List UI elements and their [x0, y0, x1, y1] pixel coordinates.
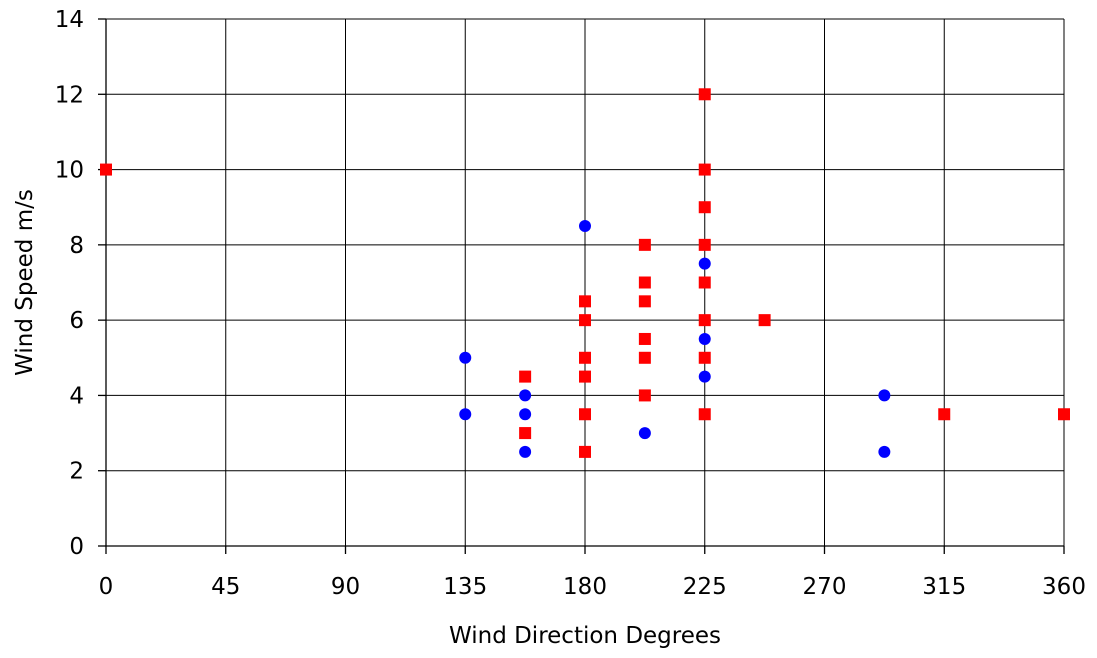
data-point-square [698, 88, 711, 101]
x-tick-label: 270 [803, 574, 847, 600]
data-point-square [638, 238, 651, 251]
y-tick-label: 2 [69, 459, 84, 485]
data-point-circle [698, 257, 711, 270]
x-tick-label: 315 [922, 574, 966, 600]
data-points [100, 88, 1070, 458]
y-axis-title: Wind Speed m/s [12, 189, 38, 376]
x-tick-label: 0 [99, 574, 114, 600]
data-point-circle [459, 408, 472, 421]
data-point-square [579, 295, 591, 308]
data-point-square [579, 408, 591, 421]
x-tick-label: 45 [211, 574, 240, 600]
x-tick-label: 90 [331, 574, 360, 600]
data-point-square [638, 332, 651, 345]
data-point-circle [519, 445, 532, 458]
data-point-square [698, 276, 711, 289]
x-tick-label: 135 [443, 574, 487, 600]
data-point-square [698, 408, 711, 421]
data-point-square [698, 201, 711, 214]
y-tick-label: 10 [55, 158, 84, 184]
tick-labels: 0 45 90 135 180 225 270 315 360 0 2 4 6 8 10 12 14 [55, 7, 1086, 600]
data-point-square [698, 163, 711, 176]
data-point-square [698, 314, 711, 327]
data-point-circle [878, 445, 891, 458]
grid-lines [105, 18, 1065, 547]
data-point-square [638, 276, 651, 289]
data-point-square [579, 314, 591, 327]
data-point-square [579, 351, 591, 364]
data-point-circle [638, 427, 651, 440]
data-point-square [638, 389, 651, 402]
data-point-circle [878, 389, 891, 402]
data-point-circle [698, 332, 711, 345]
x-axis-title: Wind Direction Degrees [449, 623, 721, 649]
x-tick-label: 180 [563, 574, 607, 600]
data-point-square [758, 314, 771, 327]
data-point-square [100, 163, 112, 176]
data-point-square [1058, 408, 1070, 421]
y-tick-label: 12 [55, 82, 84, 108]
data-point-square [579, 370, 591, 383]
data-point-circle [519, 408, 532, 421]
data-point-circle [698, 370, 711, 383]
x-tick-label: 360 [1042, 574, 1086, 600]
y-tick-label: 8 [69, 233, 84, 259]
data-point-square [938, 408, 951, 421]
data-point-circle [579, 220, 591, 233]
y-tick-label: 0 [69, 534, 84, 560]
y-tick-label: 14 [55, 7, 84, 33]
data-point-square [698, 238, 711, 251]
data-point-square [519, 427, 532, 440]
data-point-square [519, 370, 532, 383]
axes [98, 18, 1065, 554]
data-point-square [638, 295, 651, 308]
data-point-square [638, 351, 651, 364]
data-point-circle [459, 351, 472, 364]
y-tick-label: 6 [69, 308, 84, 334]
data-point-square [698, 351, 711, 364]
y-tick-label: 4 [69, 383, 84, 409]
data-point-circle [519, 389, 532, 402]
data-point-square [579, 445, 591, 458]
x-tick-label: 225 [683, 574, 727, 600]
